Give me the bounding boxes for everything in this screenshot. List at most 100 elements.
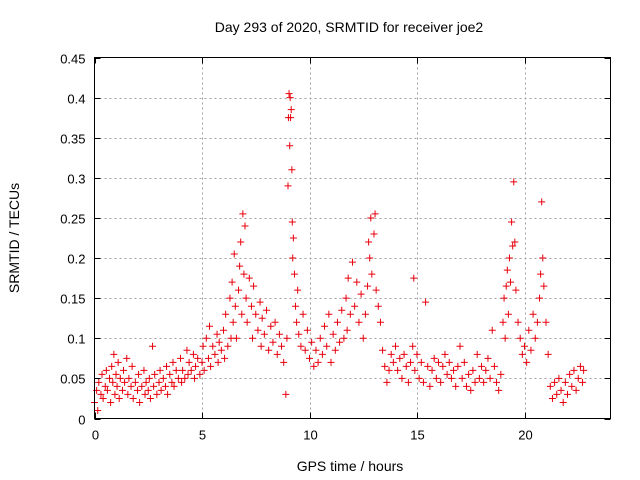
- data-point: [116, 374, 124, 382]
- data-point: [329, 330, 337, 338]
- data-point: [359, 334, 367, 342]
- data-point: [493, 378, 501, 386]
- x-tick-label: 0: [92, 428, 99, 443]
- data-point: [200, 366, 208, 374]
- data-point: [323, 342, 331, 350]
- data-point: [521, 342, 528, 350]
- data-point: [295, 330, 303, 338]
- data-point: [121, 378, 129, 386]
- data-point: [561, 378, 569, 386]
- data-point: [523, 358, 531, 366]
- data-point: [221, 354, 229, 362]
- data-point: [275, 330, 283, 338]
- data-point: [263, 306, 270, 314]
- data-point: [149, 342, 157, 350]
- data-point: [290, 270, 298, 278]
- data-point: [204, 354, 212, 362]
- data-point: [168, 378, 176, 386]
- data-point: [237, 238, 245, 246]
- data-point: [287, 106, 295, 114]
- data-point: [229, 318, 237, 326]
- data-point: [410, 274, 418, 282]
- y-tick-label: 0.1: [67, 332, 85, 347]
- data-point: [299, 310, 307, 318]
- data-point: [557, 386, 565, 394]
- data-point: [303, 326, 311, 334]
- data-point: [288, 218, 296, 226]
- data-point: [508, 218, 516, 226]
- y-axis-title: SRMTID / TECUs: [6, 183, 22, 293]
- data-point: [365, 238, 373, 246]
- data-point: [159, 374, 167, 382]
- data-point: [156, 366, 164, 374]
- data-point: [178, 378, 186, 386]
- data-point: [124, 390, 132, 398]
- data-point: [314, 358, 322, 366]
- data-point: [151, 370, 159, 378]
- data-point: [123, 354, 131, 362]
- data-point: [239, 210, 247, 218]
- data-point: [488, 326, 496, 334]
- data-point: [94, 406, 102, 414]
- data-point: [333, 318, 341, 326]
- data-point: [238, 310, 246, 318]
- data-point: [367, 214, 375, 222]
- data-point: [490, 362, 498, 370]
- data-point: [164, 390, 172, 398]
- data-point: [540, 282, 548, 290]
- x-tick-label: 5: [199, 428, 206, 443]
- data-point: [452, 382, 460, 390]
- data-point: [224, 342, 232, 350]
- data-point: [364, 282, 372, 290]
- data-point: [286, 142, 294, 150]
- data-point: [361, 310, 369, 318]
- data-point: [351, 302, 359, 310]
- data-point: [441, 350, 449, 358]
- data-point: [113, 382, 121, 390]
- data-point: [115, 394, 123, 402]
- data-point: [102, 366, 110, 374]
- data-point: [475, 374, 483, 382]
- data-point: [368, 270, 376, 278]
- y-tick-label: 0.35: [60, 132, 85, 147]
- data-point: [198, 358, 206, 366]
- data-point: [402, 362, 410, 370]
- data-point: [107, 398, 115, 406]
- data-point: [511, 238, 519, 246]
- data-point: [460, 358, 468, 366]
- data-point: [357, 290, 365, 298]
- y-tick-label: 0.05: [60, 372, 85, 387]
- data-point: [127, 382, 135, 390]
- data-point: [500, 294, 508, 302]
- data-point: [220, 326, 227, 334]
- data-point: [288, 166, 296, 174]
- data-point: [289, 234, 297, 242]
- data-point: [507, 278, 515, 286]
- data-point: [135, 370, 143, 378]
- data-point: [336, 338, 344, 346]
- data-point: [353, 278, 361, 286]
- data-point: [140, 366, 148, 374]
- data-point: [435, 358, 442, 366]
- data-point: [136, 398, 144, 406]
- data-point: [503, 266, 511, 274]
- data-point: [289, 254, 297, 262]
- data-point: [559, 398, 567, 406]
- data-point: [228, 278, 236, 286]
- data-point: [245, 274, 253, 282]
- data-point: [443, 370, 451, 378]
- data-point: [222, 310, 230, 318]
- data-point: [199, 342, 207, 350]
- data-point: [134, 386, 141, 394]
- data-point: [537, 270, 545, 278]
- data-point: [387, 350, 395, 358]
- data-point: [321, 322, 329, 330]
- data-point: [568, 382, 576, 390]
- data-point: [538, 198, 546, 206]
- data-point: [141, 390, 149, 398]
- data-point: [301, 346, 309, 354]
- data-point: [394, 366, 402, 374]
- axis-ticks: 0 0.05 0.1 0.15 0.2 0.25 0.3 0.35 0.4 0.45 0 5 10 15 2…: [60, 52, 611, 443]
- x-tick-label: 20: [518, 428, 532, 443]
- data-point: [232, 334, 240, 342]
